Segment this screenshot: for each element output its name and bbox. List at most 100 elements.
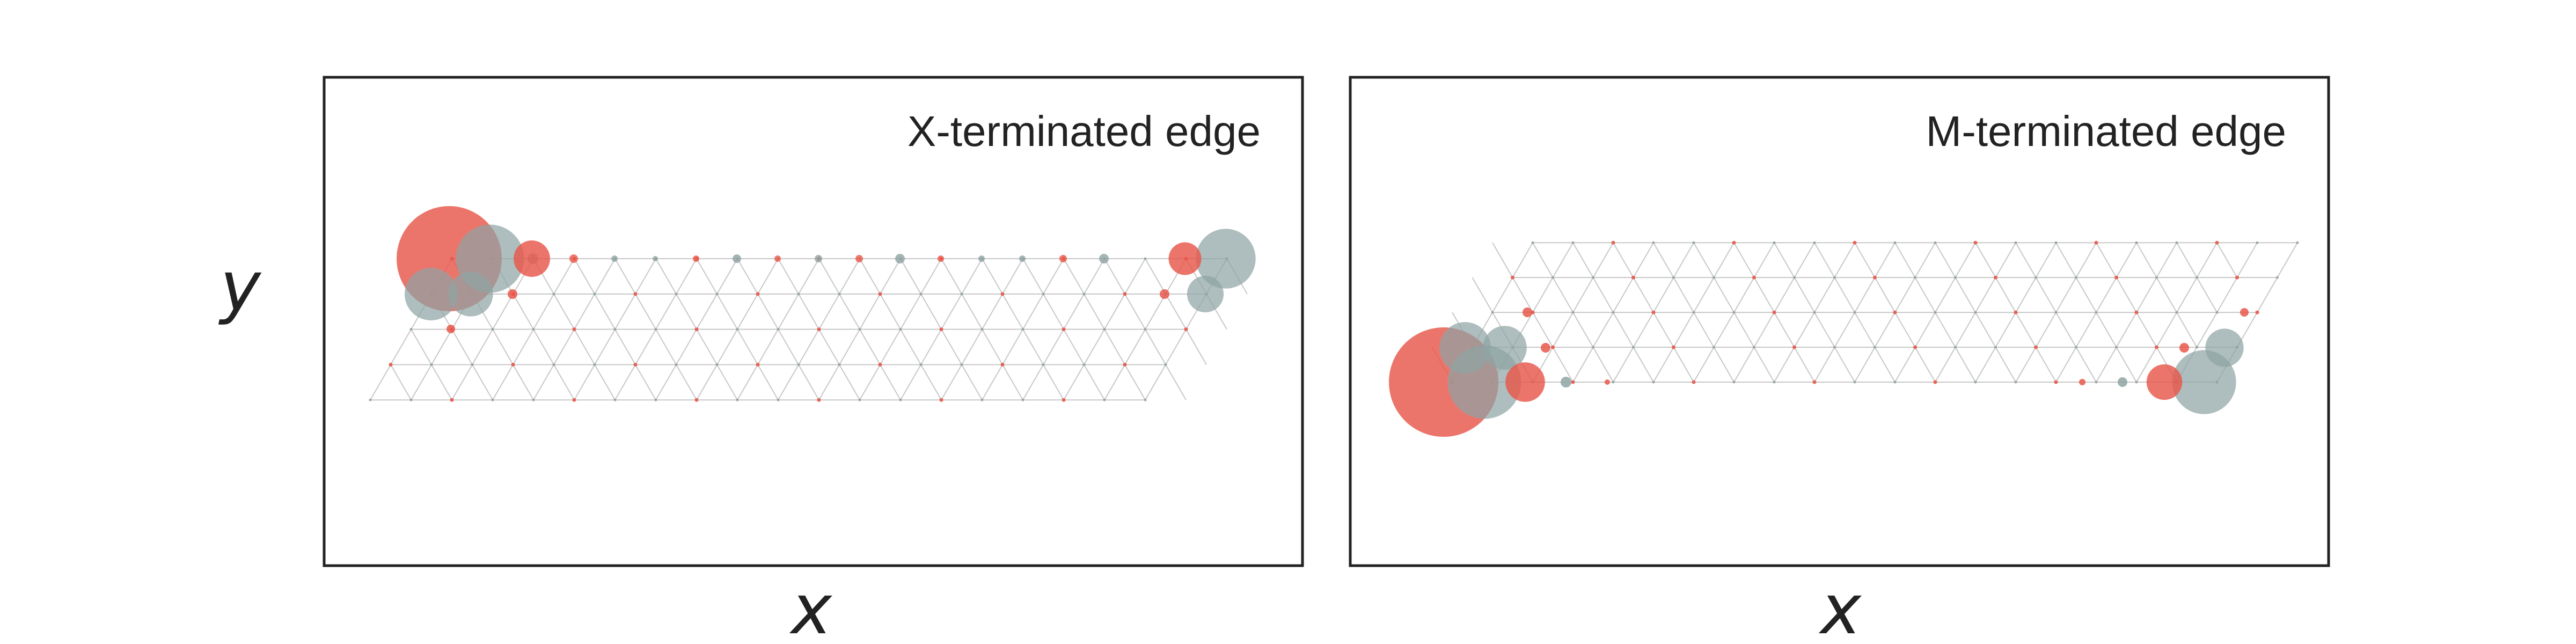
chalcogen-site-dot xyxy=(960,292,963,296)
chalcogen-site-dot xyxy=(715,363,719,366)
metal-site-dot xyxy=(1631,275,1635,280)
lattice-bond xyxy=(961,258,983,295)
lattice-bond xyxy=(1613,242,1634,278)
chalcogen-site-dot xyxy=(2196,276,2198,279)
chalcogen-site-dot xyxy=(1144,328,1147,331)
metal-site-dot xyxy=(1973,240,1978,245)
metal-site-dot xyxy=(572,398,576,402)
edge-weight-bubble xyxy=(1523,308,1532,317)
lattice-bond xyxy=(472,364,493,400)
lattice-bond xyxy=(1043,329,1064,365)
chalcogen-site-dot xyxy=(1692,311,1695,314)
lattice-bond xyxy=(1673,242,1694,278)
metal-site-dot xyxy=(633,362,638,367)
lattice-bond xyxy=(1834,347,1855,383)
lattice-bond xyxy=(2196,277,2218,313)
lattice-bond xyxy=(1002,258,1023,295)
lattice-bond xyxy=(1124,329,1146,365)
lattice-bond xyxy=(472,329,493,365)
lattice-bond xyxy=(2257,277,2278,313)
metal-weight-bubble xyxy=(1505,362,1545,402)
chalcogen-site-dot xyxy=(593,363,596,366)
lattice-bond xyxy=(2136,347,2157,383)
edge-weight-bubble xyxy=(1059,255,1067,262)
lattice-bond xyxy=(1774,242,1795,278)
chalcogen-site-dot xyxy=(777,328,780,331)
lattice-bond xyxy=(1043,258,1064,295)
lattice-bond xyxy=(2196,312,2218,348)
edge-weight-bubble xyxy=(693,255,699,262)
lattice-bond xyxy=(1633,277,1654,313)
chalcogen-site-dot xyxy=(654,398,657,401)
lattice-bond xyxy=(920,294,942,330)
lattice-bond xyxy=(1165,294,1187,330)
chalcogen-site-dot xyxy=(491,398,494,401)
lattice-bond xyxy=(1022,258,1044,295)
lattice-bond xyxy=(1834,242,1855,278)
chalcogen-site-dot xyxy=(613,398,617,401)
lattice-bond xyxy=(900,258,921,295)
lattice-bond xyxy=(2055,242,2077,278)
chalcogen-weight-bubble xyxy=(448,272,493,317)
lattice-bond xyxy=(1043,364,1064,400)
lattice-bond xyxy=(1894,277,1916,313)
lattice-bond xyxy=(1653,312,1674,348)
chalcogen-weight-bubble xyxy=(405,268,457,320)
lattice-bond xyxy=(1104,294,1125,330)
lattice-bond xyxy=(1592,312,1614,348)
metal-weight-bubble xyxy=(1168,242,1202,275)
lattice-bond xyxy=(1613,277,1634,313)
lattice-bond xyxy=(1995,277,2016,313)
lattice-bond xyxy=(676,294,697,330)
chalcogen-site-dot xyxy=(1954,346,1957,349)
edge-weight-bubble xyxy=(978,255,985,262)
lattice-bond xyxy=(1104,258,1125,295)
lattice-bond xyxy=(1063,294,1085,330)
lattice-bond xyxy=(716,364,738,400)
lattice-bond xyxy=(1532,277,1554,313)
chalcogen-site-dot xyxy=(919,363,923,366)
metal-site-dot xyxy=(1893,310,1897,314)
lattice-bond xyxy=(1874,277,1896,313)
chalcogen-site-dot xyxy=(858,328,861,331)
metal-site-dot xyxy=(1672,345,1675,349)
chalcogen-weight-bubble xyxy=(1483,326,1527,370)
edge-weight-bubble xyxy=(774,255,781,262)
lattice-bond xyxy=(1104,329,1125,365)
x-axis-label: x xyxy=(1818,570,1862,644)
metal-site-dot xyxy=(1933,380,1937,384)
lattice-bond xyxy=(1613,347,1634,383)
metal-site-dot xyxy=(2054,380,2058,384)
lattice-bond xyxy=(1995,242,2016,278)
lattice-bond xyxy=(1794,242,1815,278)
lattice-bond xyxy=(900,364,921,400)
edge-weight-bubble xyxy=(855,255,863,262)
metal-site-dot xyxy=(878,362,882,367)
lattice-bond xyxy=(1713,347,1735,383)
lattice-bond xyxy=(1002,364,1023,400)
lattice-bond xyxy=(594,364,616,400)
lattice-bond xyxy=(1713,312,1735,348)
lattice-bond xyxy=(655,258,677,295)
lattice-bond xyxy=(1063,329,1085,365)
lattice-bond xyxy=(2176,242,2198,278)
metal-site-dot xyxy=(1184,327,1188,332)
chalcogen-site-dot xyxy=(2014,380,2017,384)
lattice-bond xyxy=(594,258,616,295)
lattice-bond xyxy=(2075,242,2097,278)
edge-weight-bubble xyxy=(1541,343,1550,353)
lattice-bond xyxy=(696,294,718,330)
lattice-bond xyxy=(2277,242,2298,278)
chalcogen-site-dot xyxy=(532,328,535,331)
lattice-bond xyxy=(2156,242,2177,278)
lattice-bond xyxy=(737,329,758,365)
chalcogen-site-dot xyxy=(2196,346,2198,349)
lattice-bond xyxy=(1145,294,1166,330)
edge-weight-bubble xyxy=(815,255,822,262)
panel-x-terminated: X-terminated edge x xyxy=(323,76,1304,644)
metal-site-dot xyxy=(1123,362,1127,367)
chalcogen-site-dot xyxy=(838,363,841,366)
chalcogen-site-dot xyxy=(2115,346,2118,349)
lattice-bond xyxy=(2035,242,2057,278)
